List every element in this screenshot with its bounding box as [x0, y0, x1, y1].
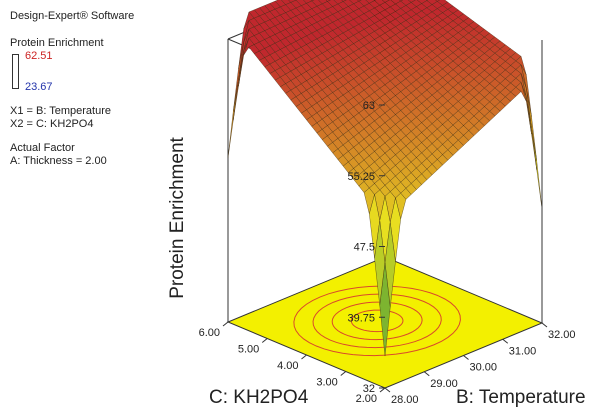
x-tick [384, 387, 391, 393]
response-name: Protein Enrichment [10, 37, 104, 49]
app-title: Design-Expert® Software [10, 10, 135, 22]
contour-line [312, 293, 442, 349]
z-tick-label: 32 [363, 383, 375, 395]
legend-min-value: 23.67 [25, 81, 53, 93]
contour-line [293, 285, 461, 357]
surface-cell [435, 0, 441, 2]
x-tick-label: 32.00 [548, 329, 576, 341]
legend-color-bar [12, 54, 19, 89]
y-tick-label: 5.00 [238, 344, 259, 356]
actual-factor-heading: Actual Factor [10, 142, 75, 154]
z-tick-label: 39.75 [347, 312, 375, 324]
x-tick [423, 371, 430, 377]
color-legend: 62.51 23.67 [10, 50, 180, 94]
y-tick-label: 6.00 [199, 327, 220, 339]
y-tick [340, 371, 347, 376]
y-tick-label: 2.00 [356, 393, 377, 405]
x2-definition: X2 = C: KH2PO4 [10, 118, 94, 130]
x-axis-label: B: Temperature [456, 387, 586, 408]
actual-factor-value: A: Thickness = 2.00 [10, 155, 107, 167]
z-axis-label: Protein Enrichment [167, 136, 188, 298]
x1-definition: X1 = B: Temperature [10, 105, 111, 117]
y-tick [379, 387, 386, 393]
legend-panel: Design-Expert® Software Protein Enrichme… [10, 10, 180, 168]
legend-max-value: 62.51 [25, 50, 53, 62]
y-axis-label: C: KH2PO4 [209, 387, 309, 408]
x-tick [502, 338, 509, 344]
x-tick [541, 322, 548, 328]
z-tick-label: 47.5 [354, 242, 375, 254]
z-tick-label: 55.25 [347, 171, 375, 183]
x-tick-label: 28.00 [391, 394, 419, 406]
y-tick [301, 354, 307, 360]
surface-cell [341, 0, 347, 2]
y-tick-label: 3.00 [316, 377, 337, 389]
y-tick-label: 4.00 [277, 360, 298, 372]
contour-line [350, 309, 404, 333]
axis-ticks: 32 39.75 47.5 55.25 63 28.00 29.00 30.00 31.00 32… [199, 100, 576, 406]
z-tick-label: 63 [363, 100, 375, 112]
surface-mesh [227, 0, 543, 357]
y-tick [222, 321, 229, 327]
x-tick [463, 355, 469, 360]
contour-line [331, 301, 423, 341]
x-tick-label: 30.00 [470, 362, 498, 374]
surface-cell [379, 262, 391, 357]
y-tick [261, 338, 268, 343]
x-tick-label: 31.00 [509, 345, 537, 357]
x-tick-label: 29.00 [430, 378, 458, 390]
